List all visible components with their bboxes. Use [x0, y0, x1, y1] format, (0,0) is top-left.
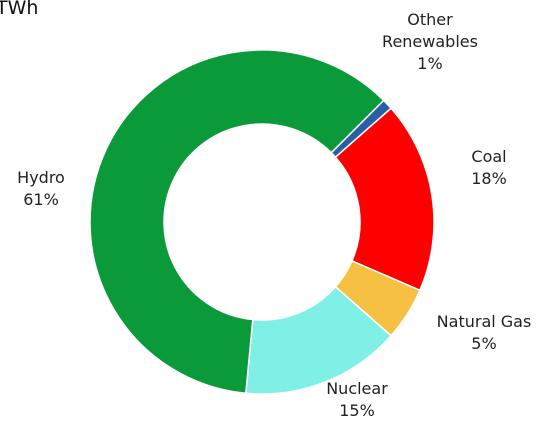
slice-value-label: 61% — [23, 190, 59, 209]
slice-hydro — [89, 49, 385, 395]
slice-labels: Other Renewables 1% Coal 18% Natural Gas 5% Nuc… — [17, 10, 531, 420]
slice-name-label: Nuclear — [326, 379, 388, 398]
slice-name-label: Coal — [471, 147, 506, 166]
slice-name-label: Hydro — [17, 168, 65, 187]
slices — [89, 49, 435, 395]
slice-value-label: 15% — [339, 401, 375, 420]
slice-name-label: Renewables — [382, 32, 478, 51]
slice-value-label: 1% — [417, 54, 442, 73]
slice-value-label: 5% — [471, 334, 496, 353]
slice-name-label: Natural Gas — [437, 312, 532, 331]
slice-name-label: Other — [407, 10, 453, 29]
chart-title: TWh — [0, 0, 38, 19]
slice-value-label: 18% — [471, 169, 507, 188]
